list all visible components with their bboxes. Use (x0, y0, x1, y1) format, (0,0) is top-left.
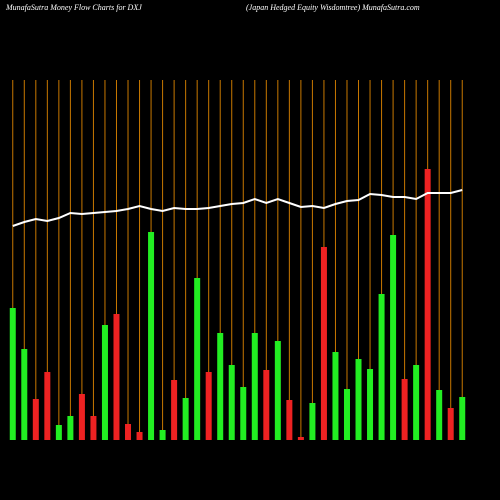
bar (274, 341, 281, 440)
bar (355, 359, 362, 440)
bar (148, 232, 155, 440)
bar (90, 416, 97, 440)
bar (424, 169, 431, 440)
money-flow-line (12, 189, 463, 227)
bar (286, 400, 293, 440)
bar (459, 397, 466, 440)
bar (332, 352, 339, 440)
bar (309, 403, 316, 440)
bar (378, 294, 385, 440)
chart-title: MunafaSutra Money Flow Charts for DXJ (5, 3, 142, 12)
bar (390, 235, 397, 440)
bar (228, 365, 235, 440)
chart-subtitle: (Japan Hedged Equity Wisdomtree) MunafaS… (246, 3, 420, 12)
bar (413, 365, 420, 440)
bar (101, 325, 108, 440)
bar (217, 333, 224, 440)
bar (44, 372, 51, 440)
bar (9, 308, 16, 440)
bar (159, 430, 166, 440)
bar (251, 333, 258, 440)
bar (55, 425, 62, 440)
bar (401, 379, 408, 440)
bar (343, 389, 350, 440)
bar (263, 370, 270, 440)
bar (320, 247, 327, 440)
bar (182, 398, 189, 440)
bar (67, 416, 74, 440)
bar (21, 349, 28, 440)
bar (240, 387, 247, 440)
bar (32, 399, 39, 440)
bar (78, 394, 85, 440)
bar (194, 278, 201, 440)
bar (125, 424, 132, 440)
bar (171, 380, 178, 440)
bar (297, 437, 304, 440)
bar (113, 314, 120, 440)
bar (436, 390, 443, 440)
bar (447, 408, 454, 440)
bar (367, 369, 374, 440)
bar (136, 432, 143, 440)
bar (205, 372, 212, 440)
